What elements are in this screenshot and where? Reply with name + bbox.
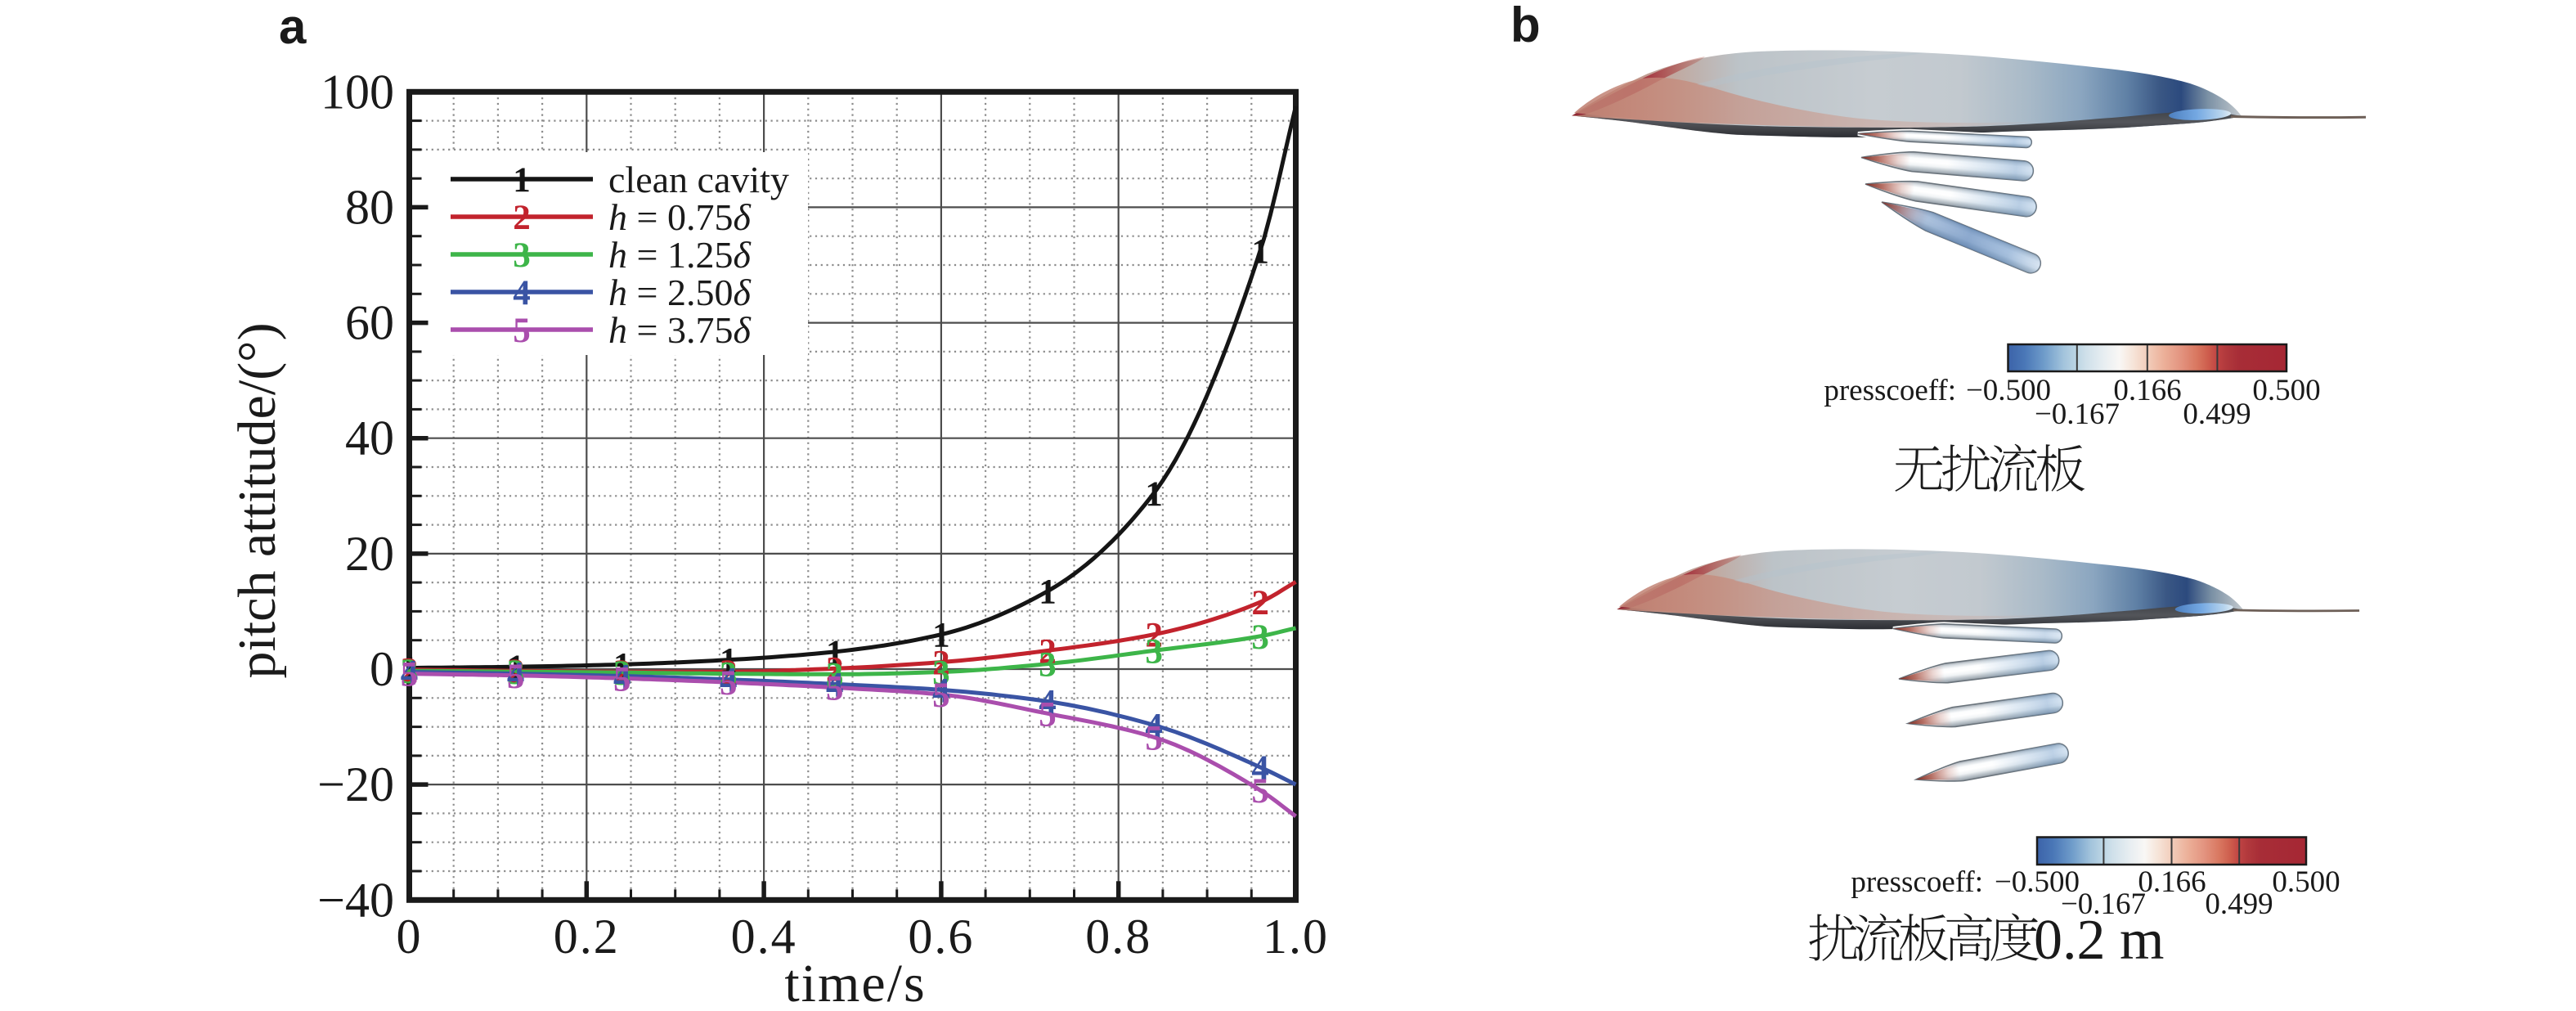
- svg-text:−20: −20: [317, 757, 394, 811]
- svg-text:0.6: 0.6: [908, 910, 974, 964]
- svg-text:2: 2: [513, 199, 531, 237]
- svg-text:0: 0: [370, 642, 394, 696]
- svg-text:clean cavity: clean cavity: [608, 159, 789, 200]
- svg-text:3: 3: [401, 653, 419, 691]
- svg-text:3: 3: [1039, 646, 1057, 685]
- svg-text:5: 5: [826, 670, 844, 708]
- svg-text:4: 4: [826, 666, 844, 704]
- svg-text:0: 0: [397, 910, 423, 964]
- svg-text:2: 2: [507, 653, 525, 691]
- svg-text:presscoeff:: presscoeff:: [1851, 865, 1983, 899]
- svg-text:40: 40: [345, 411, 394, 465]
- svg-text:4: 4: [513, 274, 531, 312]
- svg-text:2: 2: [1039, 632, 1057, 671]
- svg-text:a: a: [279, 0, 307, 54]
- svg-text:1: 1: [720, 642, 738, 681]
- svg-text:0.166: 0.166: [2138, 865, 2206, 899]
- svg-text:60: 60: [345, 296, 394, 350]
- svg-text:h = 3.75δ: h = 3.75δ: [608, 309, 751, 351]
- svg-text:−0.167: −0.167: [2035, 398, 2120, 431]
- svg-text:1.0: 1.0: [1263, 910, 1329, 964]
- svg-text:2: 2: [1145, 617, 1163, 655]
- svg-text:5: 5: [513, 312, 531, 350]
- svg-text:1: 1: [826, 634, 844, 672]
- svg-text:−0.500: −0.500: [1966, 374, 2051, 407]
- svg-text:3: 3: [613, 654, 631, 693]
- svg-text:4: 4: [1039, 684, 1057, 722]
- svg-text:time/s: time/s: [784, 954, 926, 1011]
- svg-text:5: 5: [401, 656, 419, 694]
- svg-text:presscoeff:: presscoeff:: [1824, 374, 1956, 407]
- svg-text:2: 2: [1251, 584, 1269, 622]
- svg-text:2: 2: [613, 654, 631, 692]
- svg-text:−0.500: −0.500: [1995, 865, 2080, 899]
- svg-text:5: 5: [613, 660, 631, 699]
- svg-text:5: 5: [1145, 719, 1163, 757]
- svg-text:0.500: 0.500: [2252, 374, 2320, 407]
- svg-text:0.500: 0.500: [2272, 865, 2340, 899]
- svg-text:0.499: 0.499: [2183, 398, 2251, 431]
- svg-text:2: 2: [826, 650, 844, 689]
- svg-text:1: 1: [507, 649, 525, 687]
- svg-text:4: 4: [720, 662, 738, 700]
- svg-text:5: 5: [507, 658, 525, 696]
- svg-text:3: 3: [932, 654, 950, 693]
- svg-text:1: 1: [401, 650, 419, 689]
- svg-text:3: 3: [507, 654, 525, 692]
- svg-text:3: 3: [1145, 632, 1163, 671]
- svg-text:1: 1: [613, 646, 631, 685]
- svg-text:4: 4: [613, 658, 631, 697]
- svg-text:pitch attitude/(°): pitch attitude/(°): [227, 322, 287, 678]
- svg-text:h = 0.75δ: h = 0.75δ: [608, 196, 751, 238]
- svg-text:3: 3: [720, 656, 738, 694]
- svg-text:−0.167: −0.167: [2061, 887, 2146, 921]
- svg-text:0.2: 0.2: [554, 910, 620, 964]
- svg-text:1: 1: [1039, 573, 1057, 612]
- svg-text:4: 4: [507, 656, 525, 694]
- svg-text:80: 80: [345, 180, 394, 234]
- svg-text:100: 100: [321, 65, 394, 119]
- svg-text:3: 3: [513, 236, 531, 275]
- svg-text:0.4: 0.4: [731, 910, 797, 964]
- svg-text:2: 2: [720, 654, 738, 692]
- svg-text:2: 2: [932, 645, 950, 683]
- svg-text:5: 5: [1251, 772, 1269, 811]
- svg-text:5: 5: [932, 676, 950, 715]
- svg-text:2: 2: [401, 652, 419, 690]
- svg-text:3: 3: [826, 656, 844, 694]
- svg-text:4: 4: [1251, 749, 1269, 788]
- svg-text:0.499: 0.499: [2205, 887, 2273, 921]
- svg-text:5: 5: [720, 664, 738, 703]
- svg-text:1: 1: [932, 617, 950, 655]
- svg-text:1: 1: [513, 161, 531, 200]
- svg-text:4: 4: [1145, 708, 1163, 746]
- svg-text:4: 4: [932, 672, 950, 710]
- svg-text:b: b: [1510, 0, 1541, 52]
- svg-text:5: 5: [1039, 695, 1057, 734]
- svg-text:0.166: 0.166: [2113, 374, 2181, 407]
- svg-text:20: 20: [345, 527, 394, 581]
- svg-text:1: 1: [1251, 232, 1269, 271]
- svg-text:3: 3: [1251, 618, 1269, 657]
- svg-text:h = 1.25δ: h = 1.25δ: [608, 234, 751, 276]
- svg-text:h = 2.50δ: h = 2.50δ: [608, 272, 751, 313]
- svg-text:4: 4: [401, 654, 419, 693]
- svg-text:0.2 m: 0.2 m: [2034, 909, 2164, 972]
- svg-text:−40: −40: [317, 873, 394, 927]
- svg-text:1: 1: [1145, 475, 1163, 514]
- svg-text:0.8: 0.8: [1085, 910, 1151, 964]
